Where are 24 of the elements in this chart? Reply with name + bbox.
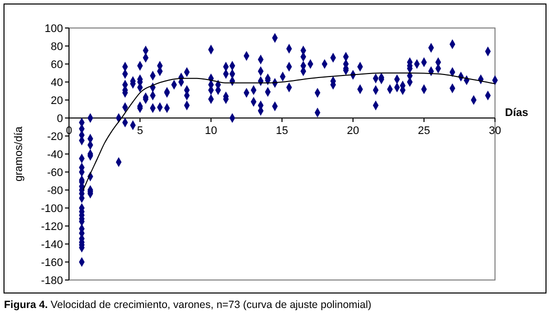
y-tick-label: -100	[40, 202, 63, 215]
y-tick-label: 100	[44, 22, 63, 35]
y-tick-label: -80	[47, 184, 63, 197]
y-tick-label: 0	[56, 112, 63, 125]
text: Figura 4. Velocidad de crecimiento, varones, n=73 (curva de ajuste polinomial)	[4, 299, 372, 311]
y-tick-label: -160	[40, 256, 63, 269]
y-tick-label: -120	[40, 220, 63, 233]
x-tick-label: 5	[136, 125, 144, 137]
x-tick-label: 20	[346, 125, 360, 137]
y-axis-title: gramos/día	[13, 126, 25, 182]
y-tick-label: 80	[50, 40, 63, 53]
y-tick-label: 20	[50, 94, 63, 107]
y-tick-label: 40	[50, 76, 63, 89]
x-axis-title: Días	[505, 107, 528, 119]
x-tick-label: 25	[418, 125, 430, 137]
x-tick-label: 15	[276, 125, 288, 137]
y-tick-label: -60	[47, 166, 63, 179]
y-tick-label: -180	[40, 274, 63, 287]
y-tick-label: -20	[47, 130, 63, 143]
y-tick-label: 60	[50, 58, 63, 71]
x-tick-label: 10	[204, 125, 218, 137]
x-tick-label: 30	[488, 125, 502, 137]
y-tick-label: -40	[47, 148, 63, 161]
y-tick-label: -140	[40, 238, 63, 251]
